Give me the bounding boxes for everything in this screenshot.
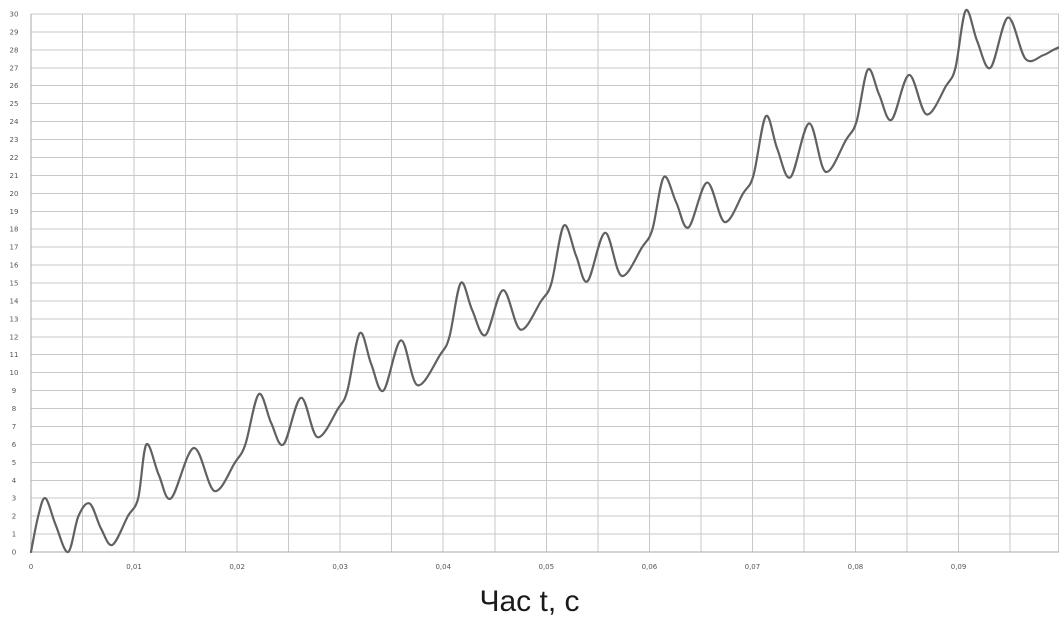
y-tick-label: 13 xyxy=(10,315,19,323)
y-tick-label: 21 xyxy=(10,172,19,180)
y-tick-label: 19 xyxy=(10,208,19,216)
y-tick-label: 14 xyxy=(10,297,19,305)
x-tick-label: 0 xyxy=(29,563,33,571)
x-tick-label: 0,09 xyxy=(951,563,967,571)
y-tick-label: 27 xyxy=(10,64,19,72)
y-tick-label: 7 xyxy=(12,423,16,431)
y-tick-label: 28 xyxy=(10,46,19,54)
y-tick-label: 24 xyxy=(10,118,19,126)
y-tick-label: 16 xyxy=(10,262,19,270)
y-tick-label: 15 xyxy=(10,280,19,288)
y-tick-label: 10 xyxy=(10,369,19,377)
y-tick-label: 12 xyxy=(10,333,19,341)
y-tick-label: 6 xyxy=(12,441,17,449)
y-tick-label: 8 xyxy=(12,405,16,413)
y-tick-label: 4 xyxy=(12,477,17,485)
y-tick-label: 9 xyxy=(12,387,16,395)
y-tick-label: 22 xyxy=(10,154,19,162)
y-tick-label: 3 xyxy=(12,495,16,503)
y-tick-label: 5 xyxy=(12,459,16,467)
y-tick-label: 2 xyxy=(12,513,16,521)
y-tick-label: 1 xyxy=(12,531,16,539)
x-tick-label: 0,03 xyxy=(332,563,348,571)
y-tick-label: 25 xyxy=(10,100,19,108)
x-tick-label: 0,07 xyxy=(745,563,761,571)
horizontal-gridlines xyxy=(31,13,1059,553)
x-tick-label: 0,02 xyxy=(229,563,245,571)
x-tick-label: 0,01 xyxy=(126,563,142,571)
x-tick-labels: 0 0,01 0,02 0,03 0,04 0,05 0,06 0,07 0,08 0,09 xyxy=(29,563,967,571)
y-tick-label: 11 xyxy=(10,351,19,359)
y-tick-label: 30 xyxy=(10,11,19,19)
y-tick-label: 17 xyxy=(10,244,19,252)
x-tick-label: 0,06 xyxy=(642,563,658,571)
x-tick-label: 0,04 xyxy=(435,563,451,571)
y-tick-label: 18 xyxy=(10,226,19,234)
y-tick-label: 29 xyxy=(10,28,19,36)
y-tick-label: 26 xyxy=(10,82,19,90)
series-line xyxy=(29,8,1059,554)
y-tick-label: 23 xyxy=(10,136,19,144)
y-tick-label: 20 xyxy=(10,190,19,198)
x-tick-label: 0,08 xyxy=(848,563,864,571)
y-tick-labels: 0123456789101112131415161718192021222324… xyxy=(10,11,19,557)
x-axis-title: Час t, с xyxy=(479,585,580,618)
x-tick-label: 0,05 xyxy=(539,563,555,571)
y-tick-label: 0 xyxy=(12,549,16,557)
